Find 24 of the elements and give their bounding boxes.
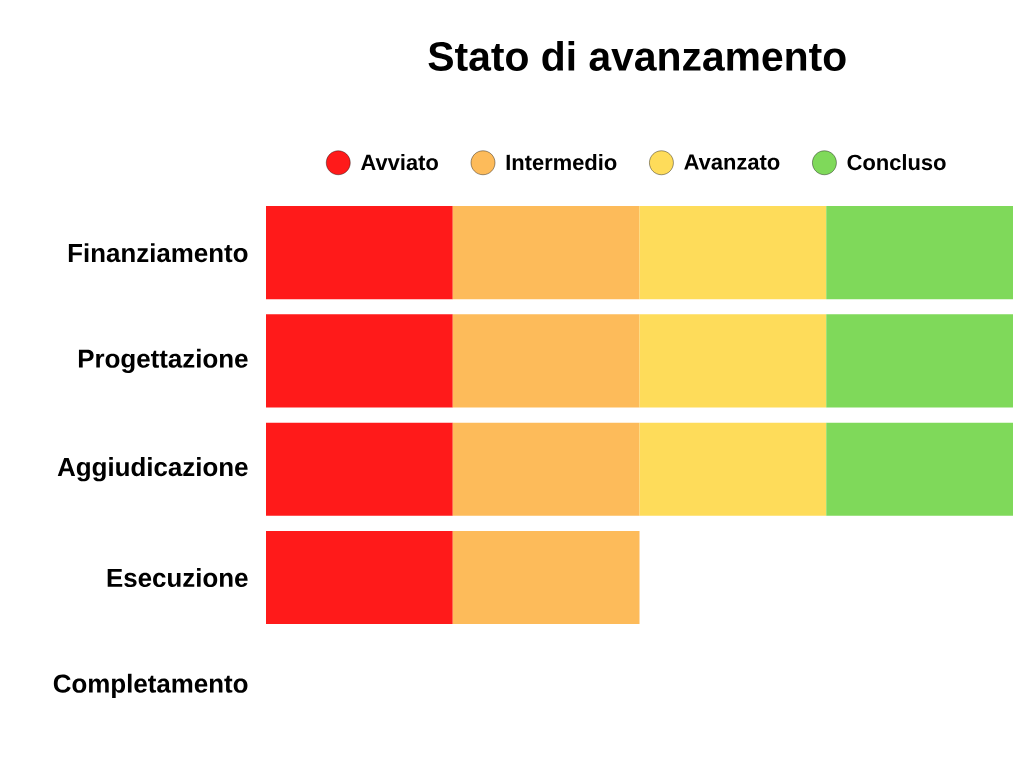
legend-label: Avanzato <box>684 154 780 170</box>
y-tick-label: Completamento <box>53 673 248 698</box>
bar <box>452 314 640 408</box>
bar <box>826 314 1014 408</box>
bar <box>639 422 827 516</box>
bar <box>266 422 453 516</box>
bar <box>266 530 453 625</box>
bar <box>826 206 1014 300</box>
bar <box>452 530 640 625</box>
legend-label: Concluso <box>847 154 946 171</box>
bar <box>266 314 453 408</box>
y-tick-label: Aggiudicazione <box>57 457 248 482</box>
legend-label: Intermedio <box>506 154 617 171</box>
bar <box>639 206 827 300</box>
chart-title: Stato di avanzamento <box>428 41 846 71</box>
y-tick-label: Esecuzione <box>107 568 248 588</box>
legend-label: Avviato <box>361 154 438 171</box>
bar <box>826 422 1014 516</box>
y-tick-label: Finanziamento <box>68 243 248 263</box>
bar <box>452 422 640 516</box>
bar <box>639 314 827 408</box>
y-tick-label: Progettazione <box>78 348 248 374</box>
bar <box>266 206 453 300</box>
bar <box>452 206 640 300</box>
